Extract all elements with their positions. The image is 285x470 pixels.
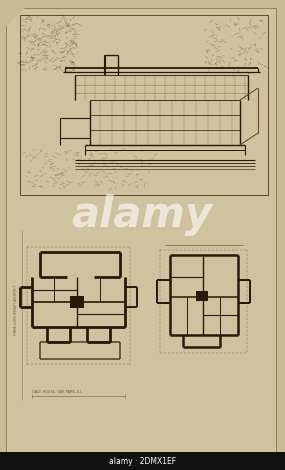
Text: alamy · 2DMX1EF: alamy · 2DMX1EF xyxy=(109,456,176,465)
Bar xyxy=(196,291,208,301)
Bar xyxy=(20,15,268,195)
Text: FRANK LLOYD WRIGHT ARCHITECT: FRANK LLOYD WRIGHT ARCHITECT xyxy=(14,285,18,335)
Bar xyxy=(0,452,285,470)
Polygon shape xyxy=(6,8,24,26)
Bar xyxy=(70,296,84,308)
Text: GALE HOUSE, OAK PARK, ILL.: GALE HOUSE, OAK PARK, ILL. xyxy=(32,390,83,394)
Text: alamy: alamy xyxy=(72,194,213,236)
